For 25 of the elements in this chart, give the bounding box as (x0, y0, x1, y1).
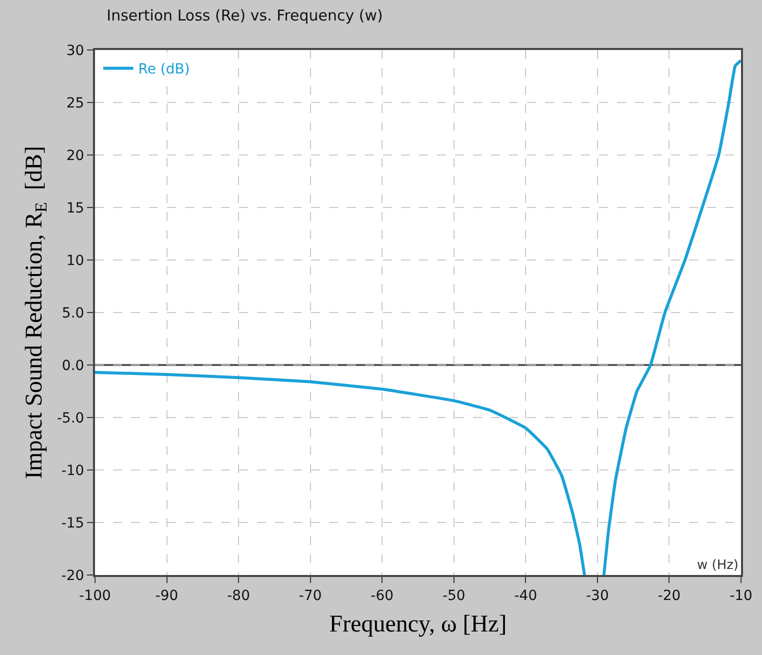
y-tick-label: -5.0 (56, 410, 84, 426)
x-tick-label: -20 (658, 588, 681, 604)
legend-label: Re (dB) (138, 62, 190, 78)
y-tick-label: 15 (66, 200, 84, 216)
y-tick-label: 0.0 (62, 358, 84, 374)
x-tick-label: -100 (79, 588, 111, 604)
y-tick-label: 5.0 (62, 305, 84, 322)
x-tick-label: -80 (227, 588, 250, 604)
annotation: w (Hz) (697, 558, 739, 573)
x-tick-label: -10 (730, 588, 752, 604)
y-tick-label: -20 (61, 568, 84, 584)
y-tick-label: 25 (66, 95, 84, 112)
y-tick-label: -10 (61, 462, 84, 479)
y-tick-label: 10 (66, 252, 84, 269)
x-tick-label: -70 (298, 588, 322, 604)
y-tick-label: 20 (66, 148, 84, 164)
x-axis-title: Frequency, ω [Hz] (329, 612, 507, 638)
x-tick-label: -60 (370, 588, 394, 604)
x-tick-label: -40 (514, 588, 538, 604)
chart-title: Insertion Loss (Re) vs. Frequency (w) (106, 6, 383, 24)
x-tick-label: -90 (155, 588, 178, 604)
x-tick-label: -50 (442, 588, 466, 604)
y-tick-label: 30 (66, 42, 84, 59)
y-tick-label: -15 (61, 515, 84, 532)
x-tick-label: -30 (586, 588, 609, 604)
